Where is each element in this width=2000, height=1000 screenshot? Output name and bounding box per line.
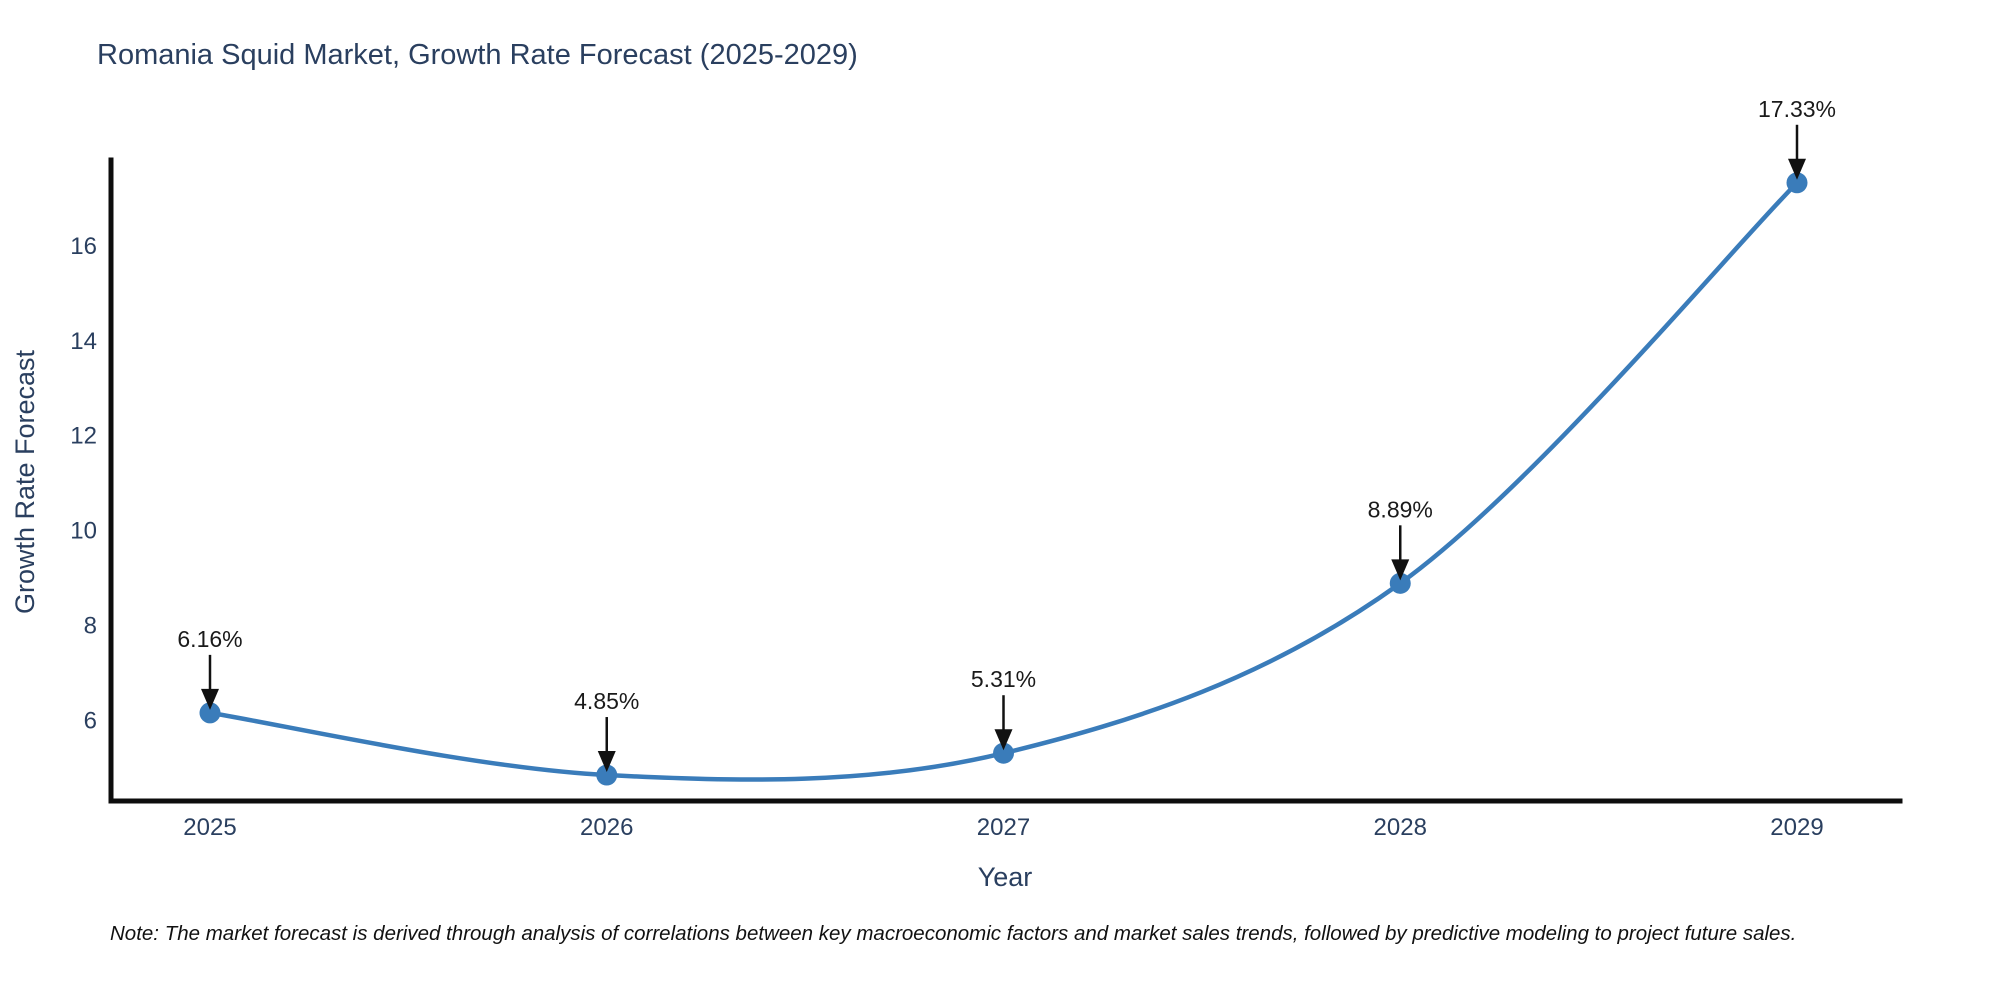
annotation-arrowhead-icon bbox=[201, 688, 219, 710]
annotation-arrowhead-icon bbox=[1788, 158, 1806, 180]
annotation-label: 8.89% bbox=[1368, 496, 1433, 522]
chart-title: Romania Squid Market, Growth Rate Foreca… bbox=[97, 39, 858, 71]
x-axis-title: Year bbox=[978, 862, 1033, 892]
y-tick-label: 14 bbox=[70, 328, 97, 355]
x-tick-label: 2025 bbox=[183, 814, 236, 841]
footnote: Note: The market forecast is derived thr… bbox=[110, 922, 1796, 945]
data-point-marker bbox=[993, 742, 1014, 764]
annotation-label: 6.16% bbox=[177, 626, 242, 652]
annotation-arrowhead-icon bbox=[597, 751, 616, 773]
annotation-label: 5.31% bbox=[971, 666, 1036, 692]
y-tick-label: 8 bbox=[84, 613, 97, 640]
y-axis-title: Growth Rate Forecast bbox=[10, 349, 40, 614]
data-point-marker bbox=[1389, 572, 1411, 594]
annotation-arrowhead-icon bbox=[994, 729, 1013, 751]
x-tick-label: 2028 bbox=[1374, 814, 1427, 841]
annotation-label: 4.85% bbox=[574, 688, 639, 714]
x-tick-label: 2027 bbox=[977, 814, 1030, 841]
data-point-marker bbox=[1786, 172, 1808, 194]
y-tick-label: 10 bbox=[70, 518, 97, 545]
data-point-marker bbox=[199, 702, 221, 724]
y-tick-label: 12 bbox=[70, 423, 97, 450]
x-tick-label: 2029 bbox=[1770, 814, 1823, 841]
y-tick-label: 16 bbox=[70, 233, 97, 260]
annotation-label: 17.33% bbox=[1758, 96, 1836, 122]
plot-group: 6 8 10 12 14 16 2025 2026 2027 2028 2029 6.16% 4.85%… bbox=[70, 96, 1903, 841]
data-point-marker bbox=[596, 764, 618, 786]
x-tick-label: 2026 bbox=[580, 814, 633, 841]
y-tick-label: 6 bbox=[84, 707, 97, 734]
annotation-arrowhead-icon bbox=[1391, 559, 1410, 581]
